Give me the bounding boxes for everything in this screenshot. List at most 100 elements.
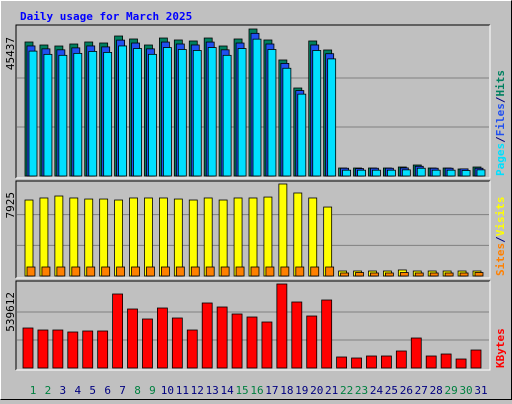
bar bbox=[146, 266, 155, 277]
bar bbox=[325, 266, 335, 277]
bar bbox=[237, 48, 247, 177]
bar bbox=[429, 272, 439, 277]
bar bbox=[56, 266, 66, 277]
bar bbox=[67, 331, 79, 369]
bar bbox=[306, 315, 318, 369]
legend-separator: / bbox=[494, 96, 507, 103]
bar bbox=[446, 169, 456, 177]
x-tick-label: 11 bbox=[176, 384, 189, 397]
bar bbox=[171, 317, 183, 369]
bar bbox=[84, 198, 94, 277]
x-tick-label: 9 bbox=[149, 384, 156, 397]
bar bbox=[474, 272, 484, 277]
bar bbox=[24, 199, 34, 277]
bar bbox=[116, 266, 125, 277]
x-tick-label: 28 bbox=[430, 384, 443, 397]
x-tick-label: 20 bbox=[310, 384, 323, 397]
bar bbox=[216, 306, 228, 369]
bar bbox=[233, 197, 243, 277]
bar bbox=[278, 183, 288, 277]
bar bbox=[410, 337, 422, 369]
bar bbox=[248, 197, 258, 277]
bar bbox=[73, 52, 83, 177]
x-tick-label: 14 bbox=[221, 384, 235, 397]
bar bbox=[192, 50, 202, 177]
bar bbox=[86, 266, 96, 277]
legend: Pages/Files/Hits bbox=[494, 70, 507, 176]
x-tick-label: 8 bbox=[134, 384, 141, 397]
bar bbox=[99, 198, 109, 277]
bar bbox=[291, 301, 303, 369]
bar bbox=[188, 199, 198, 277]
bar bbox=[380, 355, 392, 369]
x-tick-label: 12 bbox=[191, 384, 204, 397]
bar bbox=[312, 50, 322, 177]
x-tick-label: 15 bbox=[235, 384, 248, 397]
bar bbox=[71, 266, 81, 277]
bar bbox=[37, 329, 49, 369]
panel-edge-light bbox=[16, 25, 491, 179]
bar bbox=[455, 358, 467, 369]
bar bbox=[220, 266, 230, 277]
legend-entry: Pages bbox=[494, 143, 507, 176]
x-tick-label: 18 bbox=[280, 384, 293, 397]
bar bbox=[370, 272, 379, 277]
bar bbox=[267, 49, 277, 177]
bar bbox=[235, 266, 245, 277]
bar bbox=[22, 327, 34, 369]
legend: KBytes bbox=[494, 328, 507, 368]
bar bbox=[222, 54, 232, 177]
bar bbox=[162, 47, 172, 177]
bar bbox=[295, 266, 305, 277]
legend-entry: Hits bbox=[494, 70, 507, 97]
bar bbox=[131, 266, 140, 277]
bar bbox=[175, 266, 185, 277]
chart-title: Daily usage for March 2025 bbox=[20, 10, 192, 23]
bar bbox=[440, 353, 452, 369]
bar bbox=[252, 38, 262, 177]
bar bbox=[114, 199, 123, 277]
bar bbox=[470, 349, 482, 369]
bar bbox=[431, 169, 441, 177]
bar bbox=[39, 197, 49, 277]
x-tick-label: 30 bbox=[459, 384, 472, 397]
x-tick-label: 19 bbox=[295, 384, 308, 397]
bar bbox=[69, 197, 79, 277]
x-tick-label: 4 bbox=[74, 384, 81, 397]
x-tick-label: 10 bbox=[161, 384, 174, 397]
bar bbox=[366, 355, 377, 369]
x-tick-label: 17 bbox=[265, 384, 278, 397]
bar bbox=[88, 51, 98, 177]
bar bbox=[355, 272, 364, 277]
x-tick-label: 7 bbox=[119, 384, 126, 397]
bar bbox=[265, 266, 275, 277]
bar bbox=[144, 197, 153, 277]
bar bbox=[308, 197, 318, 277]
bar bbox=[43, 53, 53, 177]
bar bbox=[58, 54, 68, 177]
bar bbox=[52, 329, 64, 369]
x-tick-label: 16 bbox=[250, 384, 263, 397]
bar bbox=[323, 206, 333, 277]
x-tick-label: 5 bbox=[89, 384, 96, 397]
x-tick-label: 22 bbox=[340, 384, 353, 397]
legend-separator: / bbox=[494, 236, 507, 243]
bar bbox=[297, 93, 307, 177]
bar bbox=[459, 272, 469, 277]
x-tick-label: 13 bbox=[206, 384, 219, 397]
bar bbox=[160, 266, 170, 277]
x-tick-label: 6 bbox=[104, 384, 111, 397]
bar bbox=[190, 266, 200, 277]
bar bbox=[401, 169, 411, 177]
bar bbox=[112, 293, 123, 369]
y-tick-label: 539612 bbox=[4, 292, 17, 332]
bar bbox=[321, 299, 333, 369]
bar bbox=[177, 49, 187, 177]
bar bbox=[351, 357, 362, 369]
x-tick-label: 1 bbox=[30, 384, 37, 397]
bar bbox=[148, 53, 157, 177]
bar bbox=[340, 272, 350, 277]
bar bbox=[156, 307, 168, 369]
bar bbox=[444, 272, 454, 277]
